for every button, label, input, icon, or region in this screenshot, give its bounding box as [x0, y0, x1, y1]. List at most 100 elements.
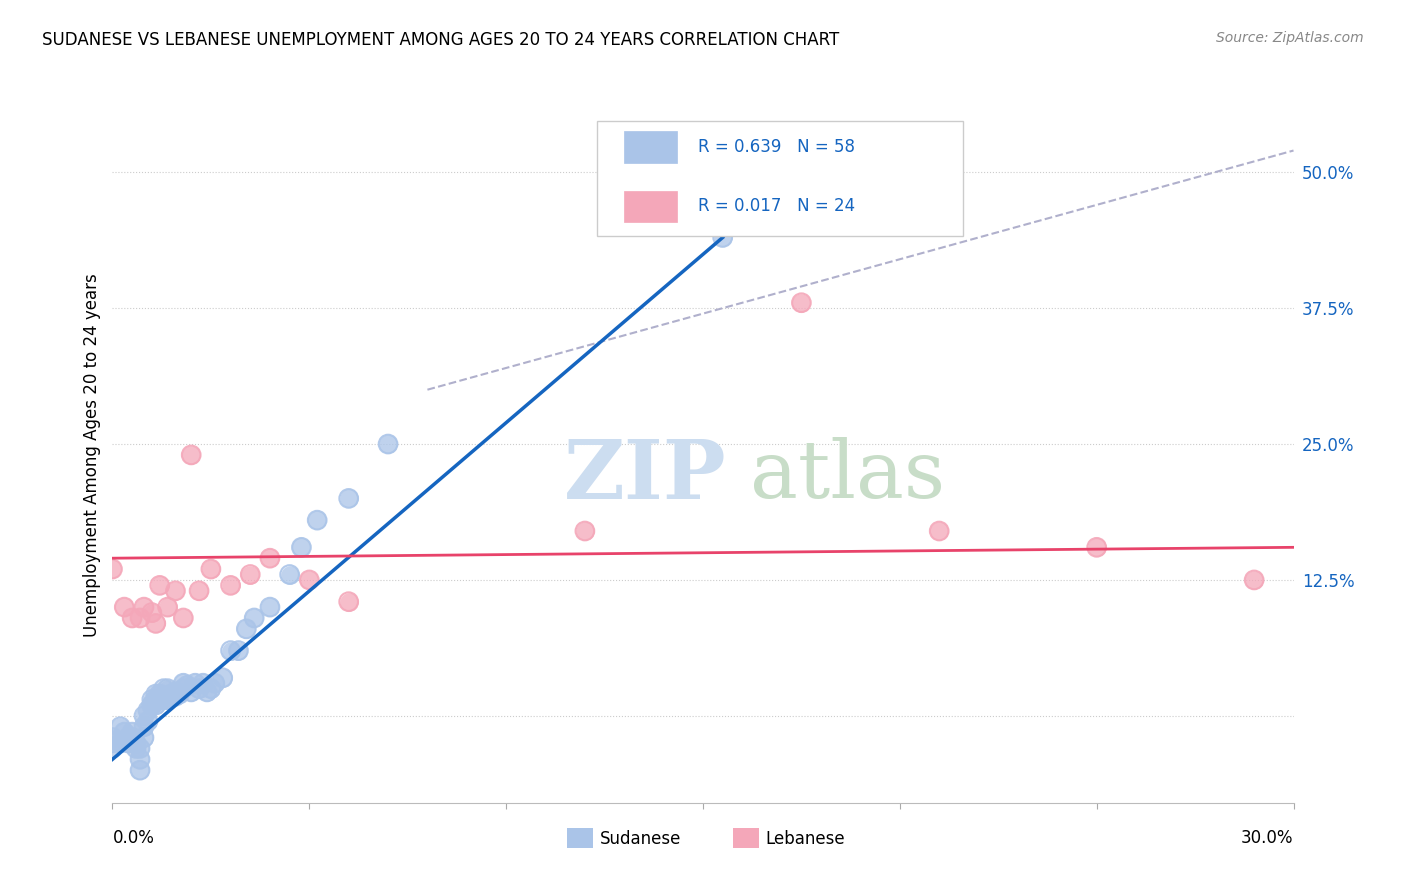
Point — [188, 583, 211, 598]
Point — [377, 437, 399, 451]
Point — [112, 725, 135, 739]
Point — [235, 622, 257, 636]
Point — [160, 687, 183, 701]
Point — [165, 690, 187, 704]
Text: Source: ZipAtlas.com: Source: ZipAtlas.com — [1216, 31, 1364, 45]
Point — [145, 687, 167, 701]
Point — [188, 681, 211, 696]
Point — [110, 736, 132, 750]
Point — [141, 692, 163, 706]
Point — [156, 692, 179, 706]
Text: SUDANESE VS LEBANESE UNEMPLOYMENT AMONG AGES 20 TO 24 YEARS CORRELATION CHART: SUDANESE VS LEBANESE UNEMPLOYMENT AMONG … — [42, 31, 839, 49]
Point — [129, 752, 152, 766]
Point — [172, 676, 194, 690]
Point — [149, 687, 172, 701]
Point — [711, 230, 734, 244]
Point — [156, 600, 179, 615]
Point — [165, 583, 187, 598]
Point — [172, 611, 194, 625]
Point — [101, 562, 124, 576]
Bar — [624, 191, 678, 222]
Point — [101, 741, 124, 756]
Point — [149, 692, 172, 706]
Point — [337, 491, 360, 506]
Point — [160, 687, 183, 701]
Point — [121, 731, 143, 745]
Text: 30.0%: 30.0% — [1241, 830, 1294, 847]
Point — [200, 562, 222, 576]
Point — [172, 676, 194, 690]
Point — [180, 448, 202, 462]
Point — [204, 676, 226, 690]
Point — [156, 600, 179, 615]
Point — [195, 685, 218, 699]
Point — [129, 611, 152, 625]
Point — [136, 714, 159, 729]
Point — [278, 567, 301, 582]
Point — [152, 692, 174, 706]
Point — [1085, 541, 1108, 555]
Point — [574, 524, 596, 538]
Point — [129, 611, 152, 625]
Point — [259, 600, 281, 615]
Point — [574, 524, 596, 538]
Point — [176, 678, 198, 692]
Point — [149, 687, 172, 701]
Point — [307, 513, 329, 527]
Point — [129, 741, 152, 756]
Point — [156, 681, 179, 696]
Point — [165, 690, 187, 704]
Point — [235, 622, 257, 636]
Point — [180, 685, 202, 699]
Point — [141, 698, 163, 712]
Point — [129, 752, 152, 766]
Point — [191, 676, 214, 690]
Point — [169, 687, 191, 701]
Point — [141, 606, 163, 620]
Point — [136, 703, 159, 717]
Point — [121, 725, 143, 739]
Point — [129, 763, 152, 777]
Point — [298, 573, 321, 587]
Point — [145, 616, 167, 631]
Point — [176, 678, 198, 692]
Point — [129, 763, 152, 777]
Point — [243, 611, 266, 625]
Point — [337, 595, 360, 609]
Point — [156, 681, 179, 696]
Point — [259, 551, 281, 566]
Point — [204, 676, 226, 690]
Bar — [733, 828, 758, 848]
Point — [184, 676, 207, 690]
Point — [132, 720, 155, 734]
Point — [152, 692, 174, 706]
Point — [165, 685, 187, 699]
Point — [101, 731, 124, 745]
Point — [307, 513, 329, 527]
Point — [132, 600, 155, 615]
Point — [1243, 573, 1265, 587]
Point — [117, 731, 139, 745]
Point — [243, 611, 266, 625]
Point — [152, 681, 174, 696]
Point — [180, 448, 202, 462]
Point — [188, 583, 211, 598]
Point — [132, 731, 155, 745]
Bar — [624, 131, 678, 162]
Point — [121, 731, 143, 745]
Point — [191, 676, 214, 690]
Point — [145, 692, 167, 706]
Point — [136, 703, 159, 717]
Point — [228, 643, 250, 657]
Point — [337, 491, 360, 506]
Text: ZIP: ZIP — [564, 436, 727, 516]
Point — [101, 741, 124, 756]
Point — [110, 736, 132, 750]
Point — [112, 600, 135, 615]
Point — [200, 681, 222, 696]
Point — [132, 731, 155, 745]
FancyBboxPatch shape — [596, 121, 963, 235]
Point — [1085, 541, 1108, 555]
Point — [200, 681, 222, 696]
Point — [165, 583, 187, 598]
